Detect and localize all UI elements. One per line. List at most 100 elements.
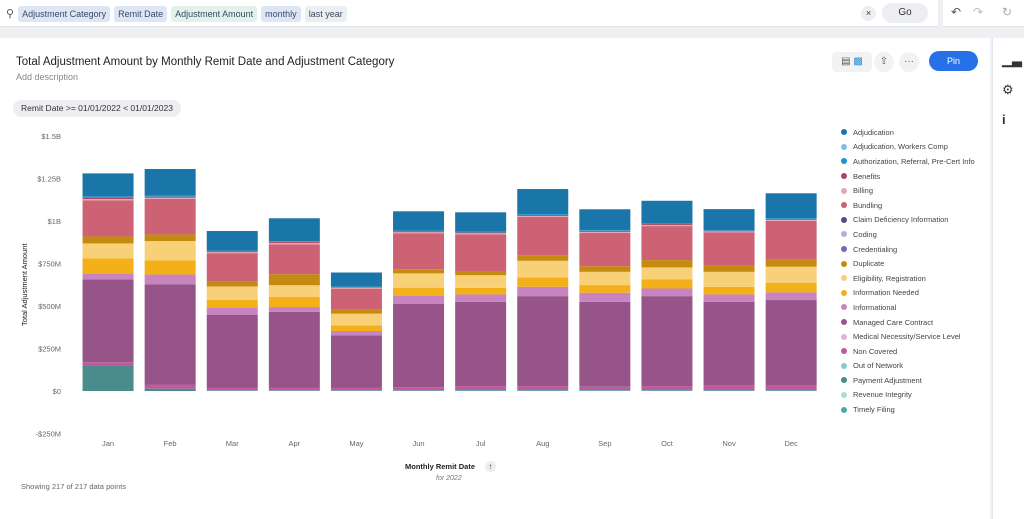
bar-segment[interactable]: [144, 384, 196, 389]
clear-search-button[interactable]: ×: [861, 6, 876, 21]
bar-segment[interactable]: [330, 272, 382, 287]
bar-segment[interactable]: [82, 199, 134, 201]
search-token[interactable]: monthly: [261, 5, 301, 22]
bar-segment[interactable]: [144, 196, 196, 198]
bar-segment[interactable]: [455, 212, 507, 232]
bar-segment[interactable]: [579, 230, 631, 232]
bar-segment[interactable]: [579, 301, 631, 387]
bar-segment[interactable]: [765, 385, 817, 391]
bar-segment[interactable]: [393, 390, 445, 391]
bar-segment[interactable]: [455, 301, 507, 387]
gear-icon[interactable]: ⚙: [1002, 82, 1014, 97]
bar-segment[interactable]: [517, 286, 569, 297]
bar-segment[interactable]: [641, 260, 693, 268]
bar-segment[interactable]: [330, 325, 382, 331]
bar-segment[interactable]: [393, 273, 445, 288]
go-button[interactable]: Go: [882, 3, 928, 23]
bar-segment[interactable]: [455, 231, 507, 233]
bar-segment[interactable]: [393, 231, 445, 233]
bar-segment[interactable]: [703, 286, 755, 295]
bar-segment[interactable]: [144, 388, 196, 391]
bar-segment[interactable]: [206, 299, 258, 308]
bar-segment[interactable]: [82, 243, 134, 259]
bar-segment[interactable]: [517, 215, 569, 217]
bar-segment[interactable]: [579, 271, 631, 286]
bar-segment[interactable]: [206, 253, 258, 282]
bar-segment[interactable]: [765, 300, 817, 386]
bar-segment[interactable]: [517, 390, 569, 391]
bar-segment[interactable]: [517, 255, 569, 261]
bar-segment[interactable]: [703, 301, 755, 386]
legend-item[interactable]: Revenue Integrity: [841, 388, 975, 403]
bar-segment[interactable]: [268, 274, 320, 286]
bar-segment[interactable]: [517, 296, 569, 387]
bar-segment[interactable]: [144, 234, 196, 242]
bar-segment[interactable]: [641, 288, 693, 297]
bar-segment[interactable]: [455, 287, 507, 295]
bar-segment[interactable]: [330, 387, 382, 391]
x-axis-title[interactable]: Monthly Remit Date: [405, 462, 476, 471]
bar-segment[interactable]: [765, 259, 817, 267]
bar-segment[interactable]: [517, 214, 569, 216]
bar-segment[interactable]: [579, 209, 631, 231]
bar-segment[interactable]: [641, 296, 693, 387]
bar-segment[interactable]: [641, 386, 693, 391]
bar-segment[interactable]: [455, 270, 507, 276]
legend-item[interactable]: Coding: [841, 227, 975, 242]
bar-segment[interactable]: [641, 200, 693, 224]
bar-segment[interactable]: [330, 330, 382, 336]
bar-segment[interactable]: [144, 260, 196, 275]
table-icon[interactable]: ▤: [841, 56, 851, 67]
legend-item[interactable]: Out of Network: [841, 359, 975, 374]
bar-segment[interactable]: [206, 314, 258, 388]
legend-item[interactable]: Billing: [841, 183, 975, 198]
bar-segment[interactable]: [455, 233, 507, 235]
bar-segment[interactable]: [144, 168, 196, 196]
bar-segment[interactable]: [703, 271, 755, 287]
bar-segment[interactable]: [330, 287, 382, 289]
bar-segment[interactable]: [641, 226, 693, 261]
bar-segment[interactable]: [268, 242, 320, 245]
bar-segment[interactable]: [206, 231, 258, 251]
bar-segment[interactable]: [330, 335, 382, 388]
bar-segment[interactable]: [579, 386, 631, 391]
bar-segment[interactable]: [144, 241, 196, 261]
legend-item[interactable]: Authorization, Referral, Pre-Cert Info: [841, 154, 975, 169]
filter-chip[interactable]: Remit Date >= 01/01/2022 < 01/01/2023: [13, 100, 181, 117]
bar-segment[interactable]: [393, 269, 445, 274]
bar-segment[interactable]: [330, 390, 382, 391]
add-description[interactable]: Add description: [16, 72, 79, 82]
bar-segment[interactable]: [703, 232, 755, 266]
bar-segment[interactable]: [517, 260, 569, 278]
bar-segment[interactable]: [393, 232, 445, 234]
bar-segment[interactable]: [765, 193, 817, 219]
legend-item[interactable]: Information Needed: [841, 286, 975, 301]
more-button[interactable]: ···: [899, 52, 919, 72]
sort-icon[interactable]: ↑: [485, 461, 496, 472]
bar-segment[interactable]: [330, 309, 382, 314]
bar-segment[interactable]: [330, 288, 382, 310]
bar-segment[interactable]: [393, 211, 445, 231]
chart-type-toggle[interactable]: ▤ ▩: [832, 52, 872, 72]
legend-item[interactable]: Adjudication: [841, 125, 975, 140]
bar-segment[interactable]: [206, 387, 258, 391]
legend-item[interactable]: Non Covered: [841, 344, 975, 359]
bar-segment[interactable]: [641, 223, 693, 225]
bar-segment[interactable]: [641, 390, 693, 391]
bar-segment[interactable]: [765, 218, 817, 220]
bar-segment[interactable]: [455, 294, 507, 302]
bar-segment[interactable]: [517, 277, 569, 287]
bar-segment[interactable]: [82, 273, 134, 280]
bar-segment[interactable]: [268, 311, 320, 388]
bar-segment[interactable]: [330, 286, 382, 288]
bar-segment[interactable]: [579, 390, 631, 391]
bar-segment[interactable]: [393, 303, 445, 388]
chart-icon[interactable]: ▩: [853, 56, 863, 67]
legend-item[interactable]: Managed Care Contract: [841, 315, 975, 330]
bar-segment[interactable]: [144, 197, 196, 199]
bar-segment[interactable]: [144, 195, 196, 197]
bar-segment[interactable]: [579, 266, 631, 272]
bar-segment[interactable]: [82, 258, 134, 274]
bar-segment[interactable]: [268, 387, 320, 391]
bar-segment[interactable]: [765, 266, 817, 283]
